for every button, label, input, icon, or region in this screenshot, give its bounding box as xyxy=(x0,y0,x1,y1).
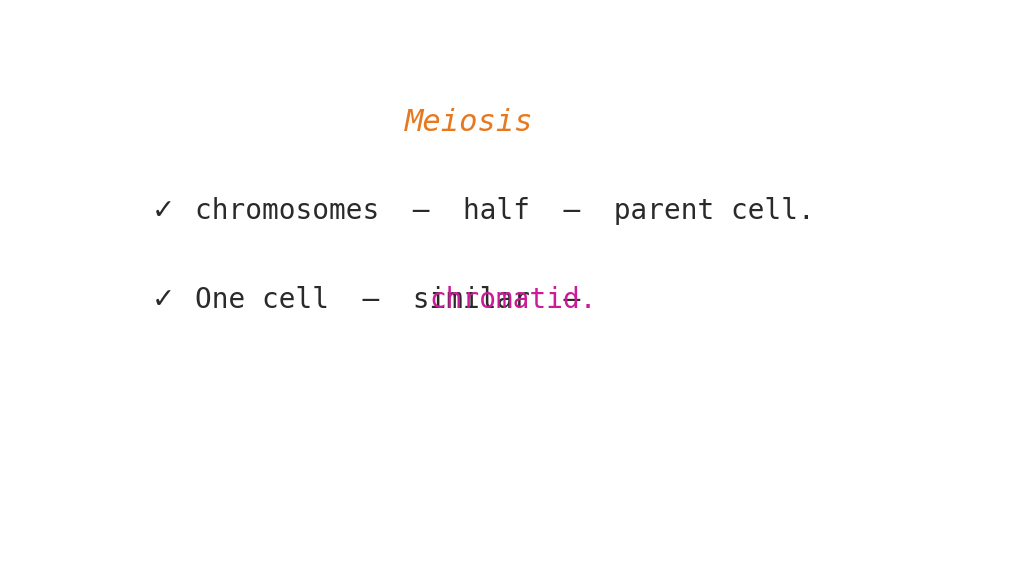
Text: One cell  –  similar  –: One cell – similar – xyxy=(196,286,614,314)
Text: ✓: ✓ xyxy=(152,197,175,225)
Text: Meiosis: Meiosis xyxy=(404,108,534,137)
Text: chromatid.: chromatid. xyxy=(430,286,597,314)
Text: ✓: ✓ xyxy=(152,286,175,314)
Text: chromosomes  –  half  –  parent cell.: chromosomes – half – parent cell. xyxy=(196,197,815,225)
